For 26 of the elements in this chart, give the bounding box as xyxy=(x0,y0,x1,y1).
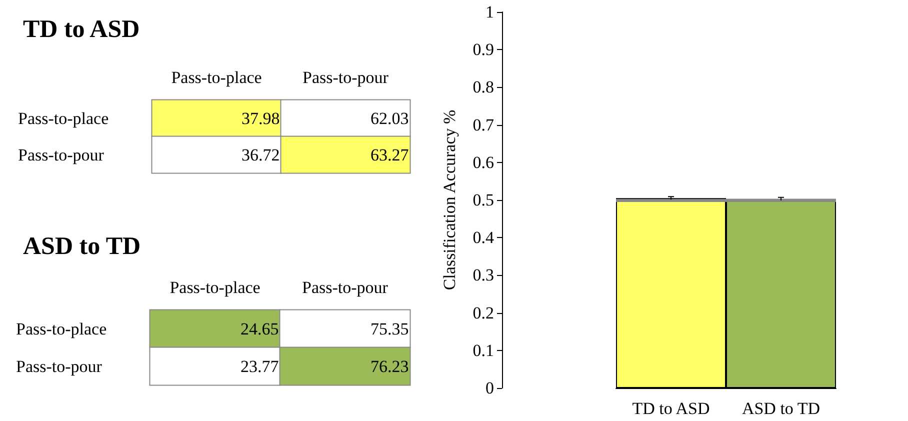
y-tick-label: 0.3 xyxy=(472,266,494,285)
data-label: 37.98 xyxy=(242,108,280,128)
data-label: 62.03 xyxy=(370,108,409,128)
y-tick-label: Pass-to-pour xyxy=(18,145,104,164)
y-tick-label: 0.2 xyxy=(472,303,494,322)
data-label: 63.27 xyxy=(370,145,410,164)
y-tick-label: 0.4 xyxy=(472,228,494,248)
chart-title: TD to ASD xyxy=(23,16,140,43)
y-tick-label: 0.8 xyxy=(472,78,494,97)
y-tick-label: 0.1 xyxy=(472,340,494,360)
y-axis-title: Classification Accuracy % xyxy=(440,110,459,290)
data-label: 76.23 xyxy=(370,356,409,376)
y-tick-label: 0.5 xyxy=(472,190,494,210)
data-label: 36.72 xyxy=(242,145,280,164)
y-tick-label: 0 xyxy=(486,378,494,398)
data-label: 24.65 xyxy=(240,319,279,338)
y-tick-label: 0.9 xyxy=(472,40,494,60)
y-tick-label: 0.6 xyxy=(472,152,494,172)
y-tick-label: Pass-to-pour xyxy=(16,356,102,376)
y-tick-label: 1 xyxy=(486,2,494,22)
data-label: 23.77 xyxy=(240,356,280,376)
data-label: 75.35 xyxy=(370,319,409,338)
y-tick-label: 0.7 xyxy=(472,115,494,134)
y-tick-label: Pass-to-place xyxy=(18,108,109,128)
y-tick-label: Pass-to-place xyxy=(16,319,107,338)
chart-title: ASD to TD xyxy=(23,233,141,260)
